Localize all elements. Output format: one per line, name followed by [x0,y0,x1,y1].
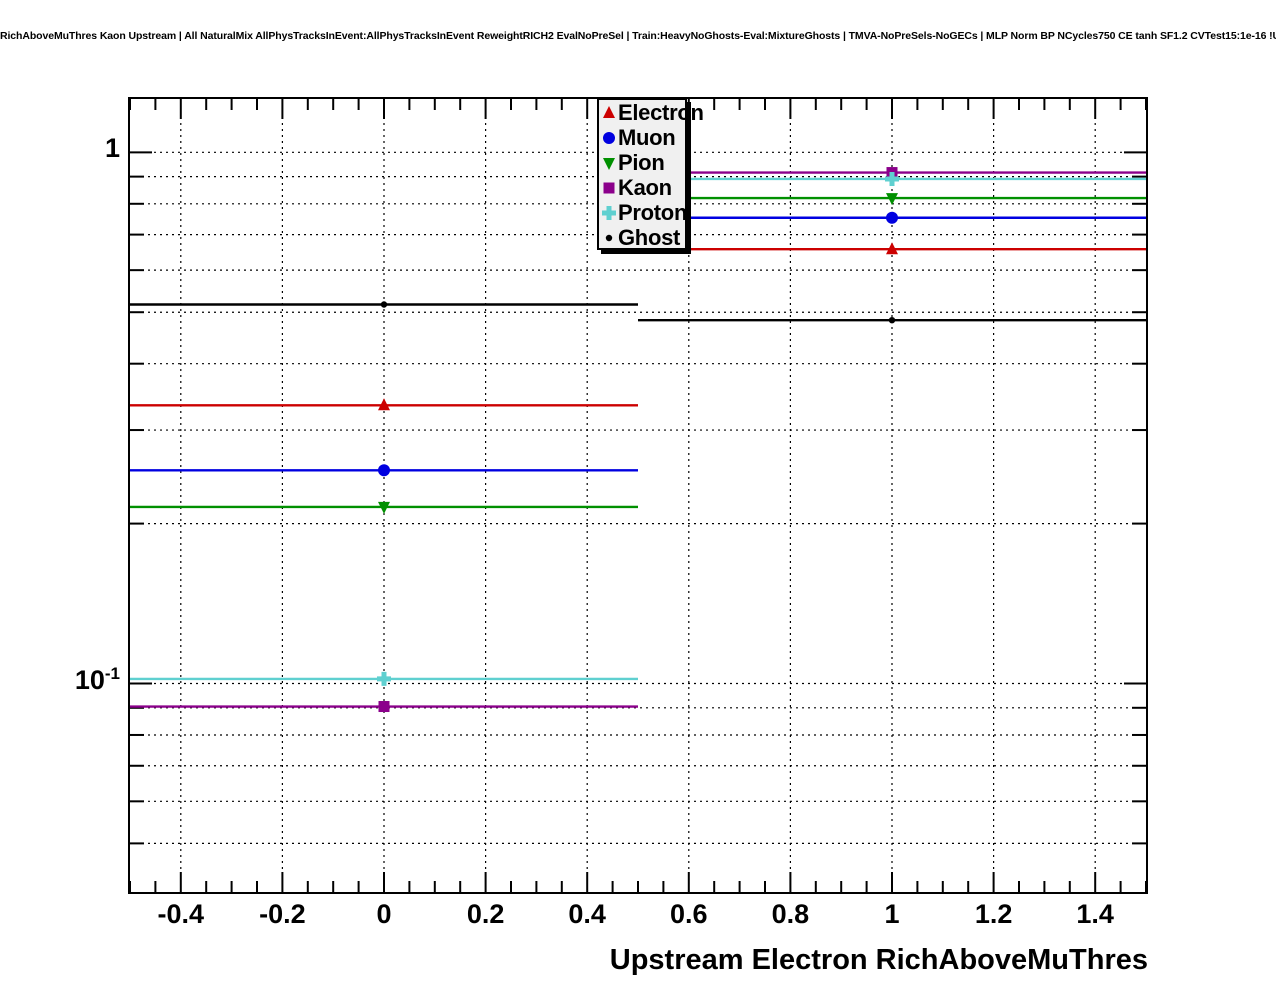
triangle-up-marker-icon [601,105,617,121]
series-ghost [130,301,1146,324]
plot-graphics [130,99,1146,892]
triangle-down-marker-icon [601,155,617,171]
legend-item-label: Electron [618,99,704,125]
x-tick-label-1: -0.2 [259,899,306,929]
circle-marker-icon [601,130,617,146]
legend-item-label: Pion [618,149,665,175]
x-tick-label-4: 0.4 [568,899,606,929]
chart-super-title: RichAboveMuThres Kaon Upstream | All Nat… [0,30,1276,42]
x-tick-label-0: -0.4 [157,899,205,929]
x-tick-label-3: 0.2 [466,899,505,929]
y-tick-label-0: 1 [104,133,120,164]
series-muon [130,211,1146,477]
y-tick-label-1: 10-1 [74,664,120,696]
series-pion [130,193,1146,514]
legend-item-label: Muon [618,124,676,150]
legend-item-ghost[interactable]: Ghost [599,225,685,250]
dot-marker-icon [601,230,617,246]
chart-legend: Electron Muon Pion Kaon Proton Ghost [597,98,704,250]
series-electron [130,242,1146,411]
x-tick-label-6: 0.8 [771,899,810,929]
cross-marker-icon [601,205,617,221]
legend-item-muon[interactable]: Muon [599,125,685,150]
plot-area [130,99,1146,892]
legend-item-pion[interactable]: Pion [599,150,685,175]
legend-item-proton[interactable]: Proton [599,199,688,225]
legend-item-label: Proton [618,199,688,225]
x-tick-label-9: 1.4 [1076,899,1114,929]
x-tick-label-7: 1 [884,899,900,929]
legend-item-kaon[interactable]: Kaon [599,175,685,200]
series-proton [130,171,1146,686]
legend-item-electron[interactable]: Electron [599,100,704,125]
legend-item-label: Ghost [618,224,681,250]
x-tick-label-5: 0.6 [670,899,708,929]
x-tick-label-8: 1.2 [974,899,1013,929]
legend-item-label: Kaon [618,174,672,200]
x-axis-title: Upstream Electron RichAboveMuThres [609,944,1148,976]
x-tick-label-2: 0 [376,899,392,929]
square-marker-icon [601,180,617,196]
